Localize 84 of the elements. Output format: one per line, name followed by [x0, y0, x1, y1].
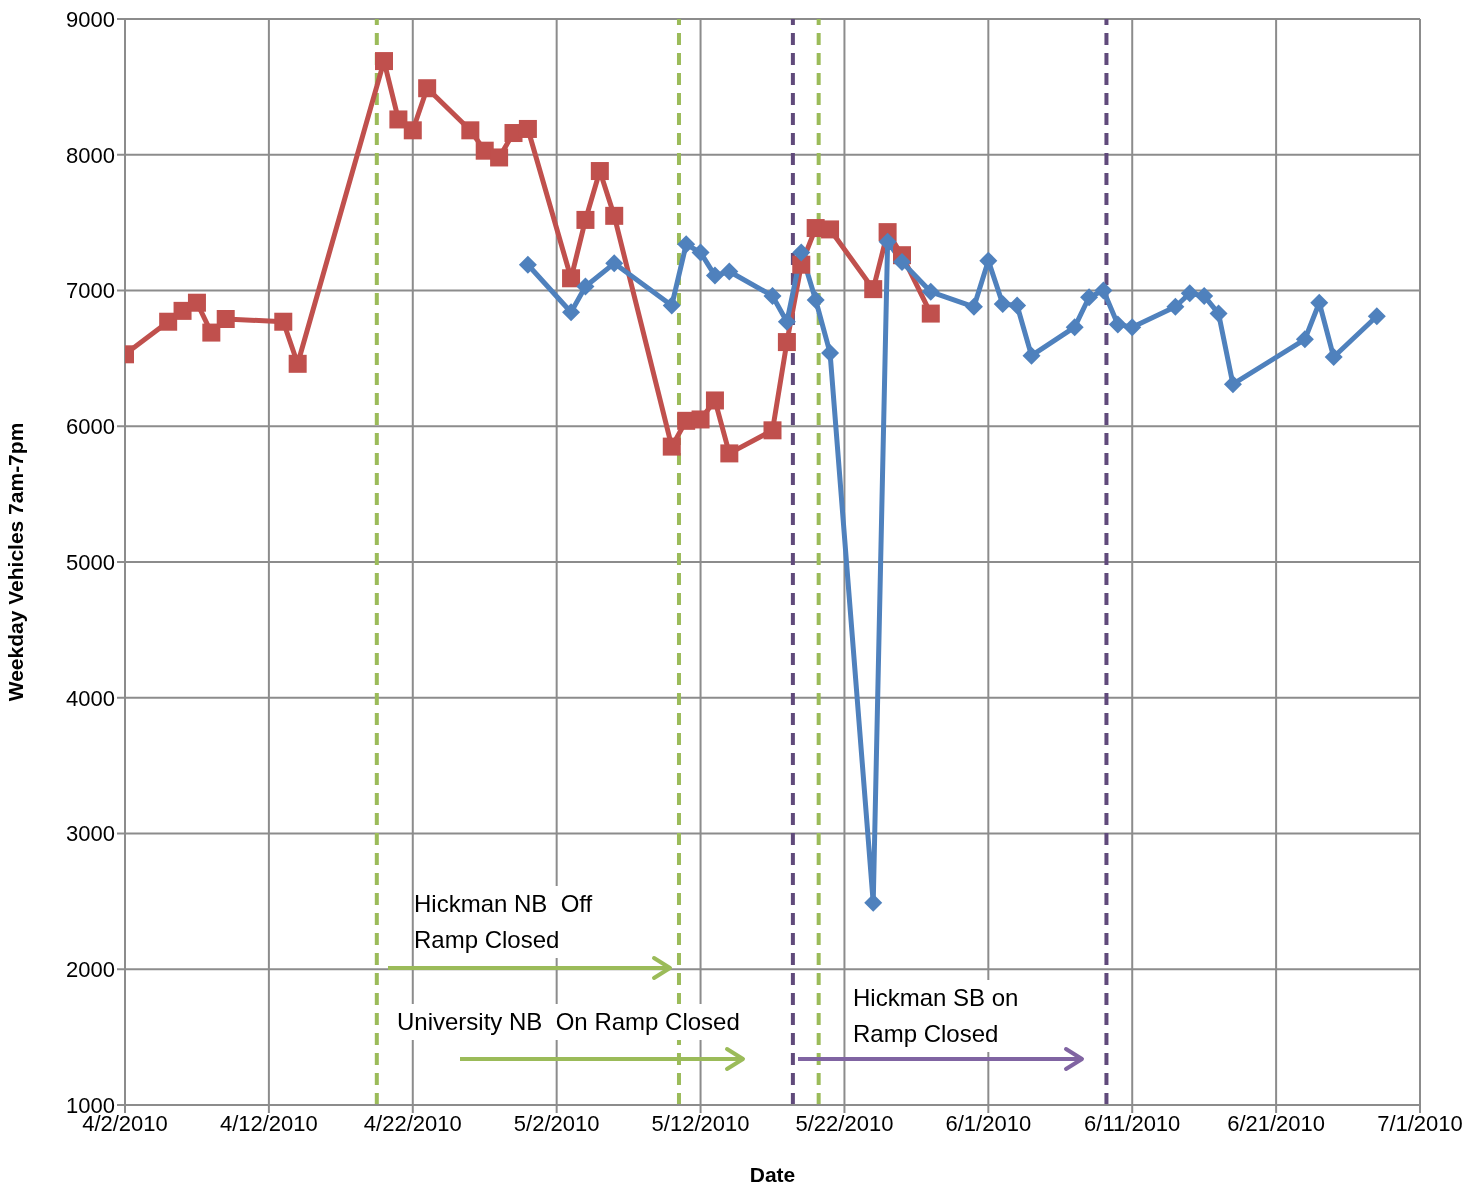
annotation: Hickman SB on Ramp Closed	[853, 980, 1043, 1052]
y-tick-label: 2000	[66, 957, 115, 983]
point	[562, 269, 581, 288]
point	[662, 437, 681, 456]
x-tick-label: 6/21/2010	[1227, 1110, 1326, 1136]
x-tick-label: 4/22/2010	[363, 1110, 462, 1136]
y-tick-label: 8000	[66, 142, 115, 168]
point	[288, 354, 307, 373]
point	[576, 277, 595, 296]
point	[763, 421, 782, 440]
point	[1180, 284, 1199, 303]
x-axis-title: Date	[749, 1162, 796, 1186]
point	[576, 210, 595, 229]
point	[1123, 318, 1142, 337]
x-tick-label: 4/12/2010	[219, 1110, 318, 1136]
point	[777, 333, 796, 352]
point	[1080, 288, 1099, 307]
point	[590, 162, 609, 181]
point	[720, 444, 739, 463]
point	[1166, 297, 1185, 316]
y-tick-label: 6000	[66, 414, 115, 440]
point	[921, 304, 940, 323]
point	[1065, 318, 1084, 337]
point	[792, 243, 811, 262]
point	[461, 121, 480, 140]
point	[662, 296, 681, 315]
point	[691, 243, 710, 262]
y-tick-label: 4000	[66, 685, 115, 711]
point	[1195, 286, 1214, 305]
point	[605, 254, 624, 273]
x-tick-label: 7/1/2010	[1377, 1110, 1463, 1136]
y-tick-label: 7000	[66, 278, 115, 304]
point	[375, 52, 393, 71]
point	[1223, 375, 1242, 394]
y-tick-label: 5000	[66, 549, 115, 575]
point	[159, 312, 178, 331]
point	[389, 110, 408, 129]
annotation: University NB On Ramp Closed	[397, 1004, 777, 1040]
point	[705, 391, 724, 410]
x-tick-label: 5/2/2010	[513, 1110, 600, 1136]
y-tick-label: 9000	[66, 6, 115, 32]
x-tick-label: 6/11/2010	[1084, 1110, 1181, 1136]
point	[562, 303, 581, 322]
point	[705, 266, 724, 285]
point	[1367, 307, 1386, 326]
point	[1094, 281, 1113, 300]
point	[763, 286, 782, 305]
point	[403, 121, 422, 140]
point	[821, 343, 840, 362]
point	[605, 206, 624, 225]
point	[921, 282, 940, 301]
y-axis-title: Weekday Vehicles 7am-7pm	[4, 422, 28, 702]
point	[979, 251, 998, 270]
point	[720, 262, 739, 281]
point	[202, 323, 221, 342]
point	[1108, 315, 1127, 334]
annotation: Hickman NB Off Ramp Closed	[414, 886, 629, 958]
point	[864, 280, 883, 299]
point	[806, 291, 825, 309]
point	[1295, 330, 1314, 349]
point	[1324, 348, 1343, 367]
point	[691, 410, 710, 429]
point	[187, 293, 206, 312]
y-tick-label: 3000	[66, 821, 115, 847]
point	[274, 312, 293, 331]
point	[1022, 346, 1041, 365]
point	[677, 235, 696, 254]
point	[893, 252, 911, 271]
point	[1310, 293, 1329, 312]
point	[418, 79, 437, 98]
point	[792, 255, 811, 274]
point	[216, 310, 235, 329]
point	[490, 148, 509, 167]
x-tick-label: 5/12/2010	[651, 1110, 750, 1136]
point	[777, 312, 796, 331]
x-tick-label: 5/22/2010	[795, 1110, 894, 1136]
point	[518, 255, 537, 274]
point	[993, 295, 1012, 314]
point	[964, 297, 983, 316]
point	[1209, 304, 1228, 323]
x-tick-label: 6/1/2010	[945, 1110, 1032, 1136]
point	[518, 119, 537, 138]
point	[1008, 296, 1027, 315]
point	[821, 220, 840, 239]
